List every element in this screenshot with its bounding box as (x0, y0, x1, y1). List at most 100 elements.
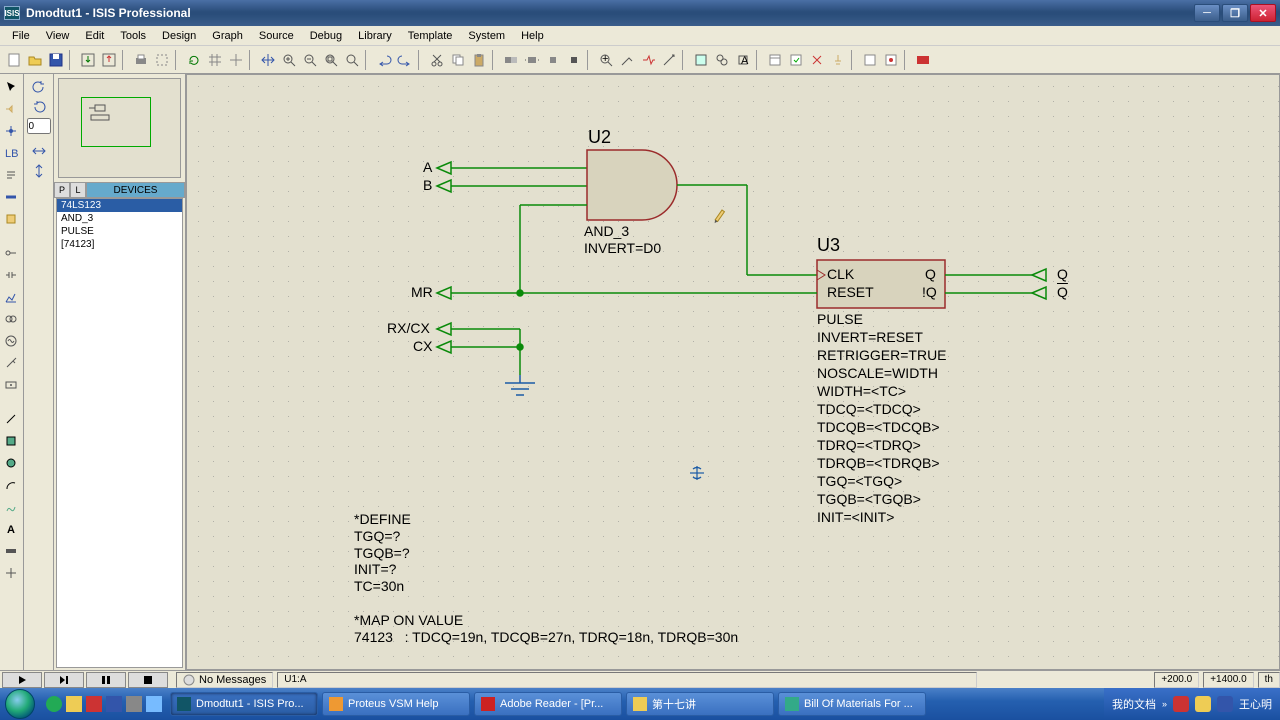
tb-i-icon[interactable] (807, 50, 827, 70)
schematic-canvas[interactable]: U2 AND_3 INVERT=D0 A B U3 CLK RESET Q !Q… (186, 74, 1280, 670)
open-icon[interactable] (25, 50, 45, 70)
instrument-icon[interactable] (2, 376, 20, 394)
fliph-icon[interactable] (28, 142, 50, 160)
ql-icon[interactable] (46, 696, 62, 712)
tb-h-icon[interactable] (786, 50, 806, 70)
pan-icon[interactable] (258, 50, 278, 70)
line-icon[interactable] (2, 410, 20, 428)
overview-window[interactable] (58, 78, 181, 178)
zoomout-icon[interactable] (300, 50, 320, 70)
stop-button[interactable] (128, 672, 168, 688)
import-icon[interactable] (78, 50, 98, 70)
find-icon[interactable] (712, 50, 732, 70)
maximize-button[interactable]: ❐ (1222, 4, 1248, 22)
device-item[interactable]: PULSE (57, 225, 182, 238)
ql-icon[interactable] (146, 696, 162, 712)
new-icon[interactable] (4, 50, 24, 70)
menu-template[interactable]: Template (400, 28, 461, 44)
rotccw-icon[interactable] (28, 98, 50, 116)
tray-icon[interactable] (1195, 696, 1211, 712)
ql-icon[interactable] (106, 696, 122, 712)
tb-k-icon[interactable] (860, 50, 880, 70)
subcircuit-icon[interactable] (2, 210, 20, 228)
step-button[interactable] (44, 672, 84, 688)
devices-tab-l[interactable]: L (70, 182, 86, 198)
menu-view[interactable]: View (38, 28, 78, 44)
refresh-icon[interactable] (184, 50, 204, 70)
ql-icon[interactable] (86, 696, 102, 712)
paste-icon[interactable] (469, 50, 489, 70)
arc-icon[interactable] (2, 476, 20, 494)
tray-icon[interactable] (1173, 696, 1189, 712)
device-item[interactable]: [74123] (57, 238, 182, 251)
marker-icon[interactable] (2, 564, 20, 582)
symbol-icon[interactable] (2, 542, 20, 560)
probe-icon[interactable] (2, 354, 20, 372)
pause-button[interactable] (86, 672, 126, 688)
menu-help[interactable]: Help (513, 28, 552, 44)
bus-icon[interactable] (2, 188, 20, 206)
undo-icon[interactable] (374, 50, 394, 70)
path-icon[interactable] (2, 498, 20, 516)
blockdel-icon[interactable] (564, 50, 584, 70)
minimize-button[interactable]: ─ (1194, 4, 1220, 22)
textscript-icon[interactable] (2, 166, 20, 184)
menu-file[interactable]: File (4, 28, 38, 44)
text-icon[interactable]: A (2, 520, 20, 538)
origin-icon[interactable] (226, 50, 246, 70)
select-icon[interactable] (2, 78, 20, 96)
zoomin-icon[interactable] (279, 50, 299, 70)
terminal-icon[interactable] (2, 244, 20, 262)
graph-icon[interactable] (2, 288, 20, 306)
rotation-input[interactable] (27, 118, 51, 134)
tape-icon[interactable] (2, 310, 20, 328)
redo-icon[interactable] (395, 50, 415, 70)
component-icon[interactable] (2, 100, 20, 118)
zoomfit-icon[interactable] (321, 50, 341, 70)
start-button[interactable] (0, 688, 40, 720)
tb-m-icon[interactable] (913, 50, 933, 70)
menu-tools[interactable]: Tools (112, 28, 154, 44)
cut-icon[interactable] (427, 50, 447, 70)
box-icon[interactable] (2, 432, 20, 450)
copy-icon[interactable] (448, 50, 468, 70)
area-icon[interactable] (152, 50, 172, 70)
print-icon[interactable] (131, 50, 151, 70)
menu-edit[interactable]: Edit (77, 28, 112, 44)
ql-icon[interactable] (66, 696, 82, 712)
grid-icon[interactable] (205, 50, 225, 70)
menu-source[interactable]: Source (251, 28, 302, 44)
devices-tab-p[interactable]: P (54, 182, 70, 198)
menu-design[interactable]: Design (154, 28, 204, 44)
tb-l-icon[interactable] (881, 50, 901, 70)
task-item[interactable]: Dmodtut1 - ISIS Pro... (170, 692, 318, 716)
blockmove-icon[interactable] (522, 50, 542, 70)
junction-icon[interactable] (2, 122, 20, 140)
flipv-icon[interactable] (28, 162, 50, 180)
task-item[interactable]: Adobe Reader - [Pr... (474, 692, 622, 716)
tray-icon[interactable] (1217, 696, 1233, 712)
tb-c-icon[interactable] (638, 50, 658, 70)
tb-e-icon[interactable] (691, 50, 711, 70)
tb-j-icon[interactable] (828, 50, 848, 70)
play-button[interactable] (2, 672, 42, 688)
circle-icon[interactable] (2, 454, 20, 472)
task-item[interactable]: 第十七讲 (626, 692, 774, 716)
close-button[interactable]: ✕ (1250, 4, 1276, 22)
menu-graph[interactable]: Graph (204, 28, 251, 44)
rotcw-icon[interactable] (28, 78, 50, 96)
tb-a-icon[interactable]: + (596, 50, 616, 70)
devices-list[interactable]: 74LS123 AND_3 PULSE [74123] (56, 198, 183, 668)
tb-g-icon[interactable] (765, 50, 785, 70)
label-icon[interactable]: LBL (2, 144, 20, 162)
generator-icon[interactable] (2, 332, 20, 350)
tb-d-icon[interactable] (659, 50, 679, 70)
task-item[interactable]: Bill Of Materials For ... (778, 692, 926, 716)
menu-debug[interactable]: Debug (302, 28, 350, 44)
task-item[interactable]: Proteus VSM Help (322, 692, 470, 716)
device-item[interactable]: 74LS123 (57, 199, 182, 212)
export-icon[interactable] (99, 50, 119, 70)
blockrot-icon[interactable] (543, 50, 563, 70)
tb-b-icon[interactable] (617, 50, 637, 70)
blockcopy-icon[interactable] (501, 50, 521, 70)
